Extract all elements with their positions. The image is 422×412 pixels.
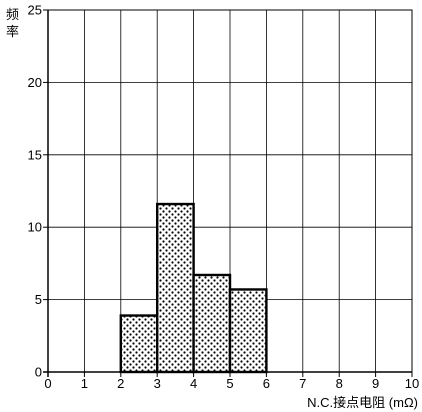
x-tick-label: 8 bbox=[336, 376, 343, 391]
bars bbox=[121, 204, 267, 372]
x-tick-label: 4 bbox=[190, 376, 197, 391]
y-axis-label-char-1: 频 bbox=[6, 8, 19, 24]
x-tick-labels: 0 1 2 3 4 5 6 7 8 9 10 bbox=[44, 372, 419, 391]
x-tick-label: 1 bbox=[81, 376, 88, 391]
y-tick-label: 25 bbox=[28, 3, 42, 18]
histogram-bar bbox=[194, 275, 230, 372]
histogram-bar bbox=[157, 204, 193, 372]
histogram-bar bbox=[121, 316, 157, 372]
x-tick-label: 9 bbox=[372, 376, 379, 391]
x-tick-label: 7 bbox=[299, 376, 306, 391]
y-tick-label: 10 bbox=[28, 220, 42, 235]
x-tick-label: 3 bbox=[154, 376, 161, 391]
y-tick-label: 15 bbox=[28, 147, 42, 162]
x-tick-label: 10 bbox=[405, 376, 419, 391]
y-tick-label: 5 bbox=[35, 292, 42, 307]
y-tick-label: 0 bbox=[35, 365, 42, 380]
x-tick-label: 5 bbox=[226, 376, 233, 391]
x-tick-label: 0 bbox=[44, 376, 51, 391]
histogram-bar bbox=[230, 289, 266, 372]
x-axis-label: N.C.接点电阻 (mΩ) bbox=[307, 395, 418, 410]
y-tick-labels: 0 5 10 15 20 25 bbox=[28, 3, 48, 380]
y-axis-label-char-2: 率 bbox=[6, 25, 19, 41]
y-tick-label: 20 bbox=[28, 75, 42, 90]
x-tick-label: 2 bbox=[117, 376, 124, 391]
x-tick-label: 6 bbox=[263, 376, 270, 391]
